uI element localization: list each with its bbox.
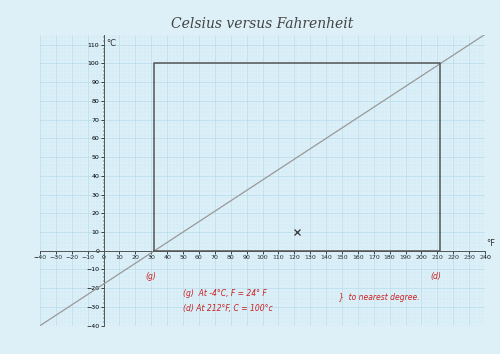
Title: Celsius versus Fahrenheit: Celsius versus Fahrenheit — [172, 17, 354, 32]
Text: (g): (g) — [146, 273, 156, 281]
Text: }  to nearest degree.: } to nearest degree. — [339, 293, 419, 302]
Text: °F: °F — [486, 239, 496, 248]
Text: (d): (d) — [430, 273, 441, 281]
Text: (d) At 212°F, C = 100°c: (d) At 212°F, C = 100°c — [183, 304, 273, 313]
Text: °C: °C — [106, 39, 116, 48]
Text: (g)  At -4°C, F = 24° F: (g) At -4°C, F = 24° F — [183, 289, 267, 298]
